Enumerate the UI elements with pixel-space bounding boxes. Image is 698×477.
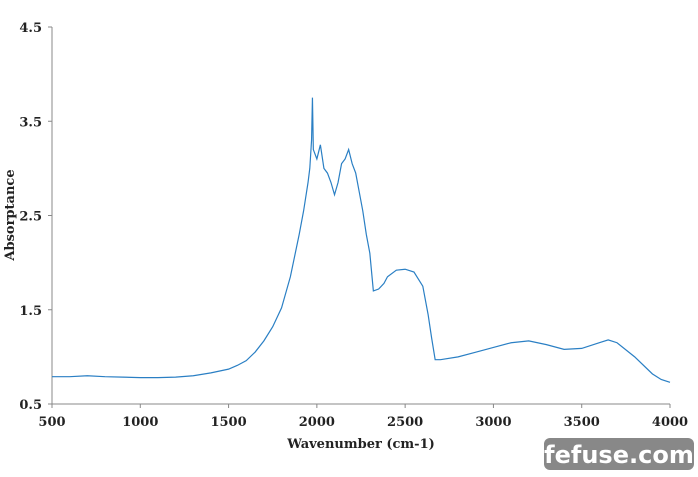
x-axis-label: Wavenumber (cm-1): [286, 437, 435, 452]
y-tick-label: 1.5: [19, 304, 42, 319]
y-tick-label: 4.5: [19, 21, 42, 36]
x-tick-label: 2500: [387, 415, 423, 430]
x-tick-label: 1500: [210, 415, 246, 430]
x-tick-label: 3000: [475, 415, 511, 430]
x-tick-label: 1000: [122, 415, 158, 430]
watermark-bg: [544, 438, 694, 470]
watermark: fefuse.com: [544, 441, 694, 469]
x-tick-label: 3500: [564, 415, 600, 430]
data-line: [52, 97, 671, 383]
y-tick-label: 3.5: [19, 115, 42, 130]
y-tick-label: 2.5: [19, 210, 42, 225]
y-tick-label: 0.5: [19, 398, 42, 413]
x-tick-label: 500: [38, 415, 65, 430]
x-tick-label: 2000: [299, 415, 335, 430]
y-axis-label: Absorptance: [3, 169, 18, 261]
x-tick-label: 4000: [652, 415, 688, 430]
